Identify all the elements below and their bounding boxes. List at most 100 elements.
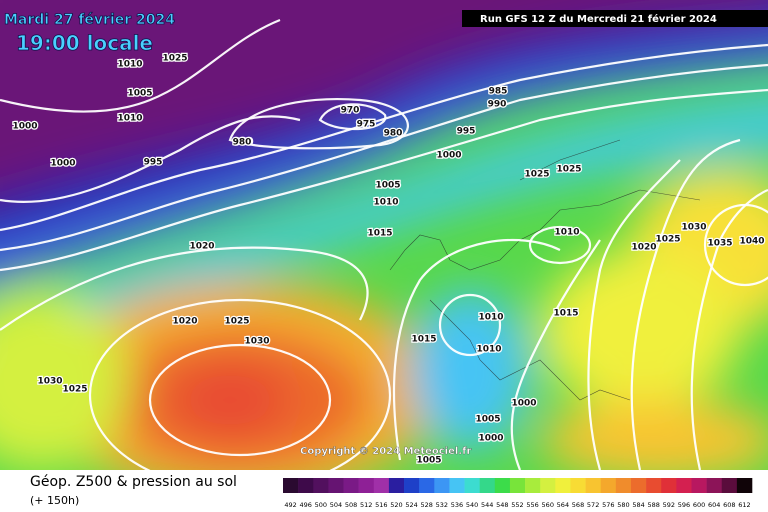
scale-swatch [494, 478, 511, 493]
scale-label: 568 [572, 501, 584, 509]
scale-label: 508 [345, 501, 357, 509]
scale-label: 548 [496, 501, 508, 509]
scale-label: 528 [421, 501, 433, 509]
isobar-label: 980 [234, 138, 253, 148]
isobar-label: 1020 [631, 243, 656, 253]
scale-swatch [646, 478, 662, 493]
scale-swatch [328, 478, 344, 493]
scale-label: 600 [693, 501, 705, 509]
scale-swatch [721, 478, 738, 493]
isobar-labels: 1010 1025 1005 1010 1000 1000 995 970 975 980 980 9… [11, 52, 766, 467]
scale-swatch [464, 478, 480, 493]
scale-label: 544 [481, 501, 493, 509]
scale-label: 516 [375, 501, 387, 509]
color-scale: 492 496 500 504 508 512 516 520 524 528 532 536 540 5… [283, 478, 753, 509]
isobar-label: 1025 [62, 385, 87, 395]
scale-swatch [630, 478, 647, 493]
scale-swatch [343, 478, 359, 493]
isobar-label: 1005 [475, 415, 500, 425]
scale-swatch [283, 478, 299, 493]
isobar-label: 1025 [224, 317, 249, 327]
scale-label: 500 [315, 501, 327, 509]
isobar-label: 1010 [117, 114, 142, 124]
scale-label: 524 [405, 501, 417, 509]
copyright: Copyright © 2024 Meteociel.fr [300, 446, 471, 457]
isobar-label: 1025 [556, 165, 581, 175]
isobar-label: 1010 [554, 228, 579, 238]
isobar-label: 985 [489, 87, 508, 97]
scale-label: 532 [436, 501, 448, 509]
isobar-label: 1010 [476, 345, 501, 355]
scale-swatch [691, 478, 707, 493]
scale-swatch [373, 478, 390, 493]
isobar-label: 1005 [416, 456, 441, 466]
isobar-label: 1015 [411, 335, 436, 345]
scale-swatch [600, 478, 617, 493]
isobar-label: 1005 [127, 89, 152, 99]
scale-label: 560 [542, 501, 554, 509]
isobar-label: 1005 [375, 181, 400, 191]
isobar-label: 1040 [739, 237, 764, 247]
scale-swatch [570, 478, 586, 493]
scale-label: 588 [647, 501, 659, 509]
run-banner [462, 10, 768, 27]
map: 1010 1025 1005 1010 1000 1000 995 970 975 980 980 9… [0, 0, 768, 470]
scale-swatch [555, 478, 571, 493]
isobar-label: 1030 [37, 377, 62, 387]
isobar-label: 970 [341, 106, 360, 116]
scale-swatch [419, 478, 435, 493]
scale-swatch [676, 478, 692, 493]
isobar-label: 995 [144, 158, 163, 168]
scale-swatch [404, 478, 420, 493]
forecast-date: Mardi 27 février 2024 [4, 12, 175, 28]
scale-swatch [449, 478, 465, 493]
scale-label: 540 [466, 501, 478, 509]
scale-label: 564 [557, 501, 569, 509]
scale-label: 580 [617, 501, 629, 509]
isobar-label: 1030 [681, 223, 706, 233]
scale-label: 596 [678, 501, 690, 509]
scale-label: 584 [632, 501, 644, 509]
scale-label: 576 [602, 501, 614, 509]
scale-label: 520 [390, 501, 402, 509]
isobar-label: 1010 [478, 313, 503, 323]
scale-label: 492 [284, 501, 296, 509]
run-info: Run GFS 12 Z du Mercredi 21 février 2024 [480, 13, 717, 25]
scale-label: 496 [299, 501, 311, 509]
isobar-label: 1010 [117, 60, 142, 70]
scale-label: 512 [360, 501, 372, 509]
isobar-label: 995 [457, 127, 476, 137]
isobar-label: 1000 [436, 151, 461, 161]
scale-swatch [661, 478, 677, 493]
isobar-label: 1020 [189, 242, 214, 252]
scale-swatch [479, 478, 496, 493]
scale-label: 552 [511, 501, 523, 509]
legend-subtitle: (+ 150h) [30, 494, 79, 507]
scale-swatch [358, 478, 375, 493]
scale-label: 536 [451, 501, 463, 509]
isobar-label: 1010 [373, 198, 398, 208]
isobar-label: 1015 [367, 229, 392, 239]
scale-swatch [388, 478, 405, 493]
isobar-label: 1025 [162, 54, 187, 64]
isobar-label: 1035 [707, 239, 732, 249]
isobar-label: 975 [357, 120, 376, 130]
isobar-label: 1015 [553, 309, 578, 319]
isobar-label: 990 [488, 100, 507, 110]
scale-swatch [706, 478, 723, 493]
scale-label: 572 [587, 501, 599, 509]
isobar-label: 1000 [478, 434, 503, 444]
isobar-label: 1025 [655, 235, 680, 245]
scale-label: 556 [526, 501, 538, 509]
isobar-label: 980 [384, 129, 403, 139]
scale-label: 592 [663, 501, 675, 509]
isobar-label: 1020 [172, 317, 197, 327]
forecast-time: 19:00 locale [16, 31, 153, 55]
scale-swatch [298, 478, 314, 493]
isobar-label: 1025 [524, 170, 549, 180]
scale-swatch [434, 478, 450, 493]
isobar-label: 1000 [50, 159, 75, 169]
scale-swatch [525, 478, 541, 493]
scale-swatch [585, 478, 602, 493]
